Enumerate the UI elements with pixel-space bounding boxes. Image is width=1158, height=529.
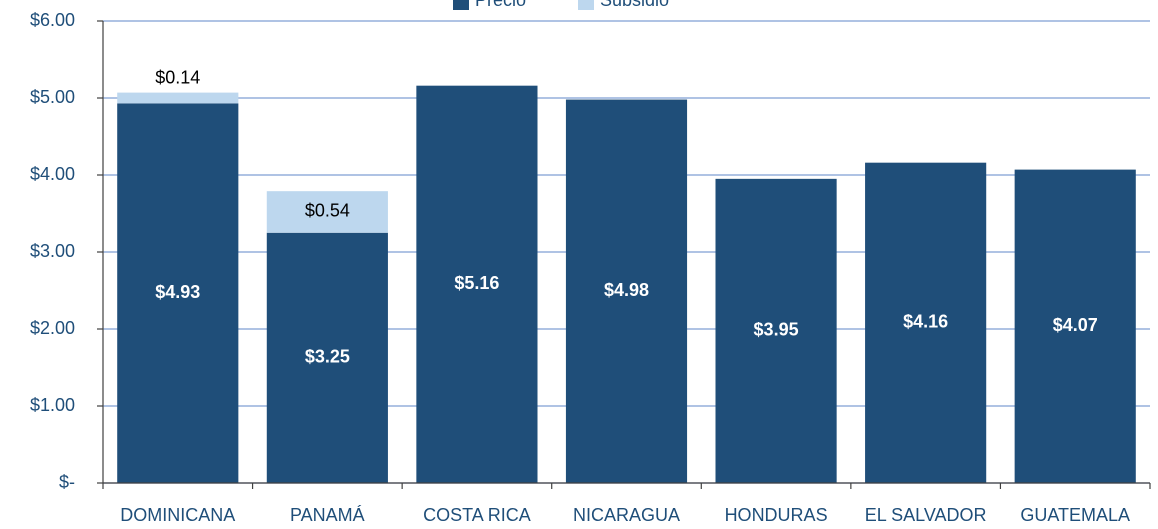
x-tick-label: PANAMÁ: [290, 505, 365, 525]
x-tick-label: NICARAGUA: [573, 505, 680, 525]
bar-segment: [266, 232, 388, 483]
value-label: $0.54: [305, 201, 350, 221]
value-label: $3.25: [305, 347, 350, 367]
x-tick-label: COSTA RICA: [423, 505, 531, 525]
y-tick-label: $2.00: [30, 318, 75, 338]
x-tick-label: HONDURAS: [725, 505, 828, 525]
x-tick-label: GUATEMALA: [1020, 505, 1130, 525]
y-tick-label: $4.00: [30, 164, 75, 184]
legend-label: Precio: [475, 0, 526, 10]
bar-segment: [865, 162, 987, 483]
value-label: $4.93: [155, 282, 200, 302]
legend-label: Subsidio: [600, 0, 669, 10]
bar-segment: [117, 103, 239, 483]
bar-segment: [266, 191, 388, 233]
value-label: $0.14: [155, 67, 200, 87]
x-tick-label: DOMINICANA: [120, 505, 235, 525]
y-tick-label: $1.00: [30, 395, 75, 415]
bar-segment: [117, 92, 239, 104]
bar-segment: [416, 85, 538, 484]
x-tick-label: EL SALVADOR: [865, 505, 987, 525]
y-tick-label: $3.00: [30, 241, 75, 261]
bar-segment: [565, 99, 688, 483]
y-tick-label: $6.00: [30, 10, 75, 30]
legend-swatch: [453, 0, 469, 10]
value-label: $4.98: [604, 280, 649, 300]
value-label: $3.95: [754, 320, 799, 340]
y-tick-label: $-: [59, 472, 75, 492]
y-tick-label: $5.00: [30, 87, 75, 107]
value-label: $5.16: [454, 273, 499, 293]
value-label: $4.07: [1053, 315, 1098, 335]
value-label: $4.16: [903, 312, 948, 332]
bar-segment: [1014, 169, 1136, 484]
legend-swatch: [578, 0, 594, 10]
bar-segment: [715, 178, 837, 483]
